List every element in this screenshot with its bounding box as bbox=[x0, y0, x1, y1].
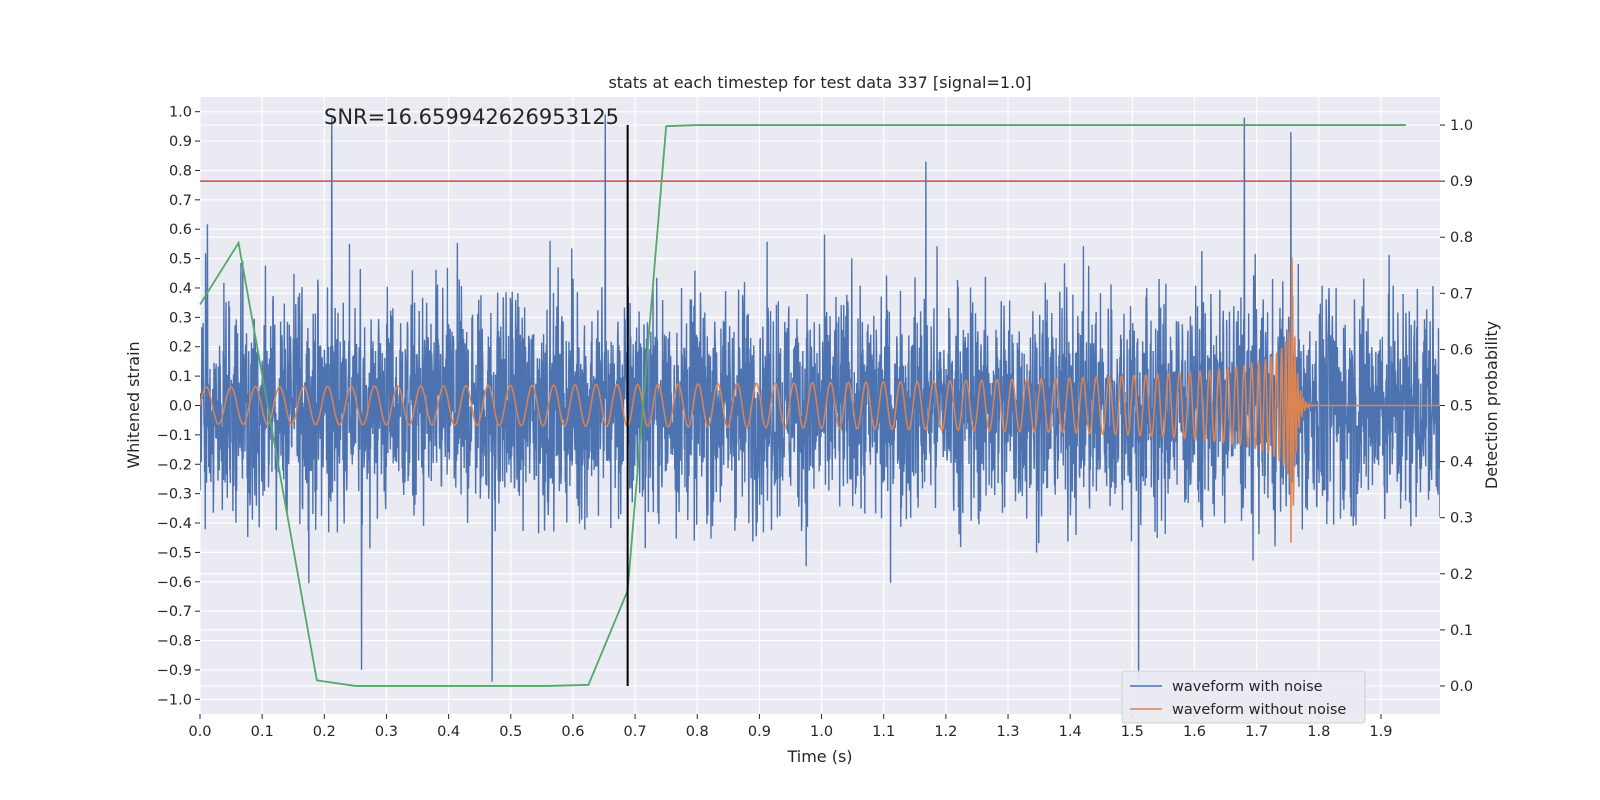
y-left-tick-label: 0.4 bbox=[169, 281, 192, 297]
y-left-tick-label: −0.1 bbox=[157, 428, 192, 444]
left-y-axis-label: Whitened strain bbox=[124, 341, 143, 468]
y-right-tick-label: 1.0 bbox=[1450, 118, 1473, 134]
x-tick-label: 0.7 bbox=[624, 724, 647, 740]
legend-label-noise: waveform with noise bbox=[1172, 679, 1323, 695]
series-waveform-with-noise bbox=[200, 114, 1440, 682]
x-tick-label: 1.4 bbox=[1059, 724, 1082, 740]
y-left-tick-label: 0.2 bbox=[169, 340, 192, 356]
y-left-tick-label: 0.3 bbox=[169, 310, 192, 326]
x-tick-label: 0.5 bbox=[499, 724, 522, 740]
y-left-tick-label: −0.8 bbox=[157, 634, 192, 650]
y-left-tick-label: 0.0 bbox=[169, 399, 192, 415]
y-right-tick-label: 0.5 bbox=[1450, 399, 1473, 415]
y-left-tick-label: −0.2 bbox=[157, 457, 192, 473]
legend-label-clean: waveform without noise bbox=[1172, 702, 1346, 718]
snr-annotation: SNR=16.659942626953125 bbox=[324, 105, 619, 129]
x-tick-label: 0.2 bbox=[313, 724, 336, 740]
x-tick-label: 1.7 bbox=[1245, 724, 1268, 740]
y-left-tick-label: 0.1 bbox=[169, 369, 192, 385]
x-tick-label: 1.6 bbox=[1183, 724, 1206, 740]
y-left-tick-label: −0.4 bbox=[157, 516, 192, 532]
y-left-tick-label: 0.5 bbox=[169, 252, 192, 268]
x-tick-label: 0.3 bbox=[375, 724, 398, 740]
y-left-tick-label: 0.8 bbox=[169, 163, 192, 179]
x-tick-label: 0.6 bbox=[561, 724, 584, 740]
y-left-tick-label: 0.7 bbox=[169, 193, 192, 209]
series-waveform-without-noise bbox=[200, 257, 1440, 543]
y-right-tick-label: 0.1 bbox=[1450, 623, 1473, 639]
y-right-tick-label: 0.7 bbox=[1450, 286, 1473, 302]
left-y-axis-ticks: 1.0 0.9 0.8 0.7 0.6 0.5 0.4 0.3 0.2 0.1 0.0 −0.1 −0.… bbox=[157, 105, 200, 708]
x-tick-label: 1.5 bbox=[1121, 724, 1144, 740]
right-y-axis-ticks: 1.0 0.9 0.8 0.7 0.6 0.5 0.4 0.3 0.2 0.1 0.0 bbox=[1440, 118, 1473, 695]
y-right-tick-label: 0.3 bbox=[1450, 511, 1473, 527]
y-left-tick-label: −0.5 bbox=[157, 545, 192, 561]
x-tick-label: 0.9 bbox=[748, 724, 771, 740]
x-tick-label: 1.0 bbox=[810, 724, 833, 740]
y-right-tick-label: 0.0 bbox=[1450, 679, 1473, 695]
x-tick-label: 0.1 bbox=[251, 724, 274, 740]
chart-title: stats at each timestep for test data 337… bbox=[608, 73, 1031, 92]
x-tick-label: 1.2 bbox=[934, 724, 957, 740]
y-left-tick-label: −0.3 bbox=[157, 487, 192, 503]
y-left-tick-label: −1.0 bbox=[157, 692, 192, 708]
right-y-axis-label: Detection probability bbox=[1482, 321, 1501, 489]
y-right-tick-label: 0.8 bbox=[1450, 230, 1473, 246]
x-tick-label: 1.8 bbox=[1307, 724, 1330, 740]
y-left-tick-label: −0.9 bbox=[157, 663, 192, 679]
y-left-tick-label: 0.9 bbox=[169, 134, 192, 150]
y-right-tick-label: 0.6 bbox=[1450, 342, 1473, 358]
y-right-tick-label: 0.2 bbox=[1450, 567, 1473, 583]
y-right-tick-label: 0.4 bbox=[1450, 455, 1473, 471]
x-axis-label: Time (s) bbox=[786, 747, 852, 766]
x-tick-label: 1.1 bbox=[872, 724, 895, 740]
legend: waveform with noise waveform without noi… bbox=[1121, 670, 1366, 724]
x-axis-ticks: 0.0 0.1 0.2 0.3 0.4 0.5 0.6 0.7 0.8 0.9 1.0 1.1 1.2 1… bbox=[188, 714, 1392, 740]
y-right-tick-label: 0.9 bbox=[1450, 174, 1473, 190]
y-left-tick-label: 1.0 bbox=[169, 105, 192, 121]
x-tick-label: 1.9 bbox=[1369, 724, 1392, 740]
legend-box bbox=[1121, 670, 1366, 724]
x-tick-label: 0.4 bbox=[437, 724, 460, 740]
series-detection-probability bbox=[199, 124, 1406, 687]
x-tick-label: 0.8 bbox=[686, 724, 709, 740]
y-left-tick-label: −0.6 bbox=[157, 575, 192, 591]
x-tick-label: 0.0 bbox=[188, 724, 211, 740]
y-left-tick-label: 0.6 bbox=[169, 222, 192, 238]
x-tick-label: 1.3 bbox=[996, 724, 1019, 740]
y-left-tick-label: −0.7 bbox=[157, 604, 192, 620]
